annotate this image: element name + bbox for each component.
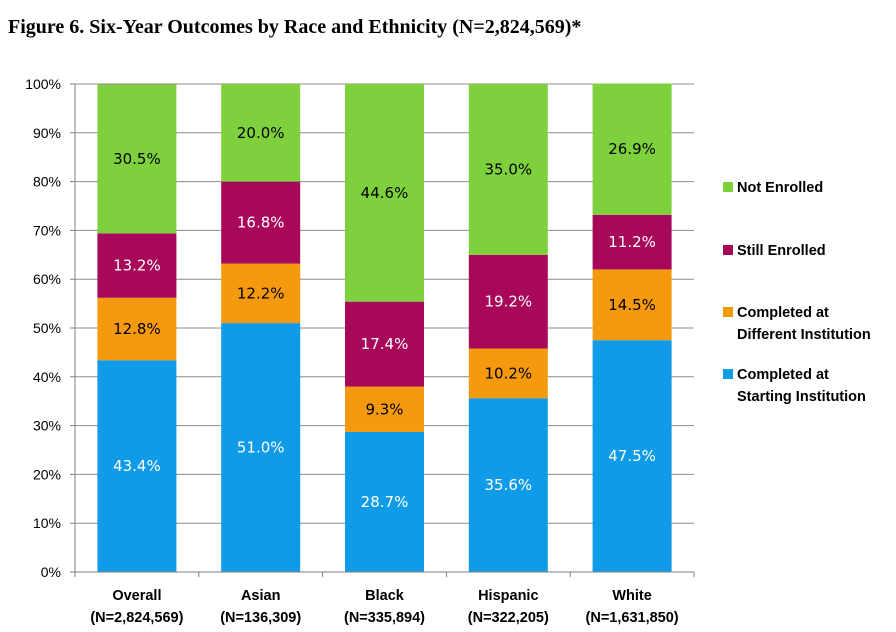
data-label: 16.8% [237,214,285,232]
data-label: 12.2% [237,284,285,302]
x-category-label: Black [365,588,405,604]
data-label: 14.5% [608,296,656,314]
x-category-label: Asian [241,588,281,604]
y-tick-label: 60% [33,271,61,287]
x-category-n-label: (N=136,309) [220,610,301,626]
bar-segment [345,431,424,572]
legend-swatch [723,245,733,255]
bar-segment [221,181,301,264]
bar-segment [345,301,424,387]
y-tick-label: 100% [25,76,61,92]
legend-swatch [723,307,733,317]
data-label: 35.6% [484,476,532,494]
y-tick-label: 20% [33,466,61,482]
data-label: 47.5% [608,447,656,465]
bar-segment [97,84,177,234]
x-category-label: Overall [112,588,161,604]
x-category-label: Hispanic [478,588,538,604]
data-label: 17.4% [361,335,409,353]
data-label: 19.2% [484,293,532,311]
y-tick-label: 10% [33,515,61,531]
bar-segment [221,323,301,572]
x-category-n-label: (N=335,894) [344,610,425,626]
x-category-n-label: (N=2,824,569) [90,610,183,626]
bar-segment [221,84,301,182]
data-label: 11.2% [608,233,656,251]
bar-segment [592,83,672,215]
bar-segment [221,263,301,324]
data-label: 12.8% [113,320,161,338]
data-label: 9.3% [365,400,403,418]
y-axis: 0% 10% 20% 30% 40% 50% 60% 70% 80% 90% 100% [25,76,76,580]
bar-segment [468,254,548,349]
chart-title: Figure 6. Six-Year Outcomes by Race and … [8,16,582,38]
x-category-n-label: (N=1,631,850) [586,610,679,626]
legend-label: Still Enrolled [737,243,826,259]
bar-segment [592,340,672,572]
legend-label: Starting Institution [737,389,866,405]
data-label: 51.0% [237,439,285,457]
bar-segment [592,269,672,341]
bar-segment [97,297,177,361]
y-tick-label: 80% [33,174,61,190]
data-label: 10.2% [484,364,532,382]
legend-label: Completed at [737,305,829,321]
y-tick-label: 90% [33,125,61,141]
legend-label: Completed at [737,367,829,383]
bar-segment [468,398,548,572]
data-label: 43.4% [113,457,161,475]
bar-segment [468,84,548,255]
data-label: 35.0% [484,160,532,178]
x-category-label: White [612,588,651,604]
data-label: 30.5% [113,150,161,168]
y-tick-label: 70% [33,222,61,238]
data-label: 28.7% [361,493,409,511]
bar-segment [345,386,424,432]
y-tick-label: 0% [41,564,61,580]
data-label: 26.9% [608,140,656,158]
x-axis: Overall (N=2,824,569) Asian (N=136,309) Blac… [74,571,695,626]
data-label: 13.2% [113,257,161,275]
bar-segment [97,360,177,572]
y-tick-label: 40% [33,369,61,385]
data-label: 20.0% [237,124,285,142]
legend-label: Not Enrolled [737,180,823,196]
bar-segment [345,84,424,302]
bars: 43.4% 12.8% 13.2% 30.5% 51.0% 12.2% 16.8% 20.0%… [97,83,672,572]
bar-segment [468,348,548,399]
data-label: 44.6% [361,184,409,202]
y-tick-label: 30% [33,418,61,434]
legend: Not Enrolled Still Enrolled Completed at Di… [723,180,871,405]
bar-segment [592,214,672,270]
bar-segment [97,233,177,298]
legend-swatch [723,369,733,379]
legend-label: Different Institution [737,327,871,343]
legend-swatch [723,182,733,192]
y-tick-label: 50% [33,320,61,336]
x-category-n-label: (N=322,205) [468,610,549,626]
